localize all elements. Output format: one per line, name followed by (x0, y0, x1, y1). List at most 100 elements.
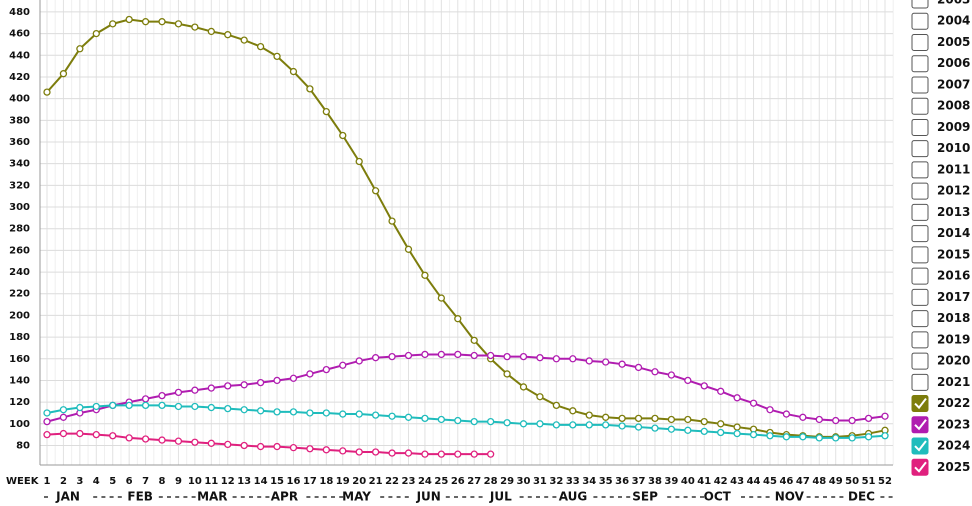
data-point (437, 350, 446, 359)
data-point (667, 371, 676, 379)
x-tick-label: 13 (237, 476, 251, 487)
data-point (59, 406, 68, 414)
data-point (256, 378, 265, 387)
data-point (454, 450, 462, 458)
legend-checkbox[interactable] (911, 55, 929, 73)
data-point (848, 434, 856, 442)
data-point (569, 355, 577, 363)
data-point (519, 383, 528, 391)
data-point (371, 448, 380, 456)
data-point (552, 355, 561, 363)
x-tick-label: 47 (796, 476, 810, 487)
legend-checkbox[interactable] (911, 140, 929, 158)
y-tick-label: 300 (9, 202, 30, 213)
data-point (733, 423, 741, 431)
data-point (306, 445, 314, 453)
data-point (864, 414, 873, 423)
data-point (388, 352, 396, 361)
data-point (552, 401, 561, 410)
data-point (585, 411, 593, 419)
legend-checkbox[interactable] (911, 331, 929, 349)
x-tick-label: 9 (175, 476, 182, 487)
data-point (667, 415, 676, 424)
x-tick-label: 4 (93, 476, 100, 487)
data-point (191, 23, 199, 31)
legend-checkbox[interactable] (911, 458, 929, 476)
x-axis-label: WEEK (6, 476, 40, 487)
data-point (289, 374, 298, 382)
month-label: NOV (775, 490, 805, 504)
legend-checkbox[interactable] (911, 12, 929, 30)
legend-checkbox[interactable] (911, 203, 929, 221)
x-tick-label: 11 (204, 476, 218, 487)
legend-checkbox[interactable] (911, 76, 929, 94)
data-point (371, 187, 380, 195)
data-point (733, 429, 741, 438)
legend-label: 2015 (937, 247, 970, 261)
data-point (799, 413, 807, 421)
legend-checkbox[interactable] (911, 373, 929, 391)
data-point (503, 352, 511, 361)
data-point (634, 414, 643, 423)
data-point (717, 420, 725, 428)
data-point (536, 393, 544, 401)
data-point (371, 411, 380, 419)
legend-checkbox[interactable] (911, 225, 929, 243)
legend-checkbox[interactable] (911, 0, 929, 9)
x-tick-label: 25 (434, 476, 448, 487)
data-point (684, 415, 692, 424)
series-line (46, 404, 886, 439)
check-icon (914, 440, 927, 452)
data-point (125, 15, 133, 24)
data-point (59, 413, 68, 421)
data-point (289, 67, 298, 76)
legend-checkbox[interactable] (911, 437, 929, 455)
data-point (470, 450, 478, 458)
data-point (273, 52, 281, 61)
x-tick-label: 22 (385, 476, 399, 487)
legend-checkbox[interactable] (911, 416, 929, 434)
x-tick-label: 19 (336, 476, 350, 487)
x-tick-label: 21 (369, 476, 383, 487)
data-point (289, 408, 298, 416)
legend-checkbox[interactable] (911, 352, 929, 370)
legend-checkbox[interactable] (911, 395, 929, 413)
legend-checkbox[interactable] (911, 267, 929, 285)
legend-checkbox[interactable] (911, 288, 929, 306)
data-point (273, 442, 281, 451)
legend-checkbox[interactable] (911, 161, 929, 179)
y-tick-label: 280 (9, 224, 30, 235)
x-tick-label: 41 (697, 476, 711, 487)
data-point (240, 406, 248, 414)
x-tick-label: 46 (779, 476, 793, 487)
data-point (733, 394, 741, 402)
x-tick-label: 40 (681, 476, 695, 487)
legend-checkbox[interactable] (911, 97, 929, 115)
x-tick-label: 27 (467, 476, 481, 487)
y-tick-label: 240 (9, 267, 30, 278)
data-point (43, 88, 51, 96)
data-point (585, 357, 593, 365)
x-tick-label: 26 (451, 476, 465, 487)
legend-checkbox[interactable] (911, 310, 929, 328)
data-point (158, 436, 166, 444)
data-point (322, 409, 330, 417)
x-tick-label: 34 (582, 476, 596, 487)
data-point (92, 29, 100, 38)
data-point (766, 432, 774, 440)
data-point (174, 388, 183, 397)
legend-checkbox[interactable] (911, 246, 929, 264)
x-tick-label: 29 (500, 476, 514, 487)
data-point (799, 433, 807, 441)
legend-checkbox[interactable] (911, 118, 929, 136)
y-tick-label: 200 (9, 310, 30, 321)
check-icon (914, 397, 927, 410)
data-point (306, 409, 314, 417)
x-tick-label: 33 (566, 476, 580, 487)
y-tick-label: 260 (9, 245, 30, 256)
legend-checkbox[interactable] (911, 182, 929, 200)
data-point (651, 368, 659, 376)
data-point (125, 401, 133, 410)
legend-checkbox[interactable] (911, 33, 929, 51)
month-label: JUN (416, 490, 441, 504)
